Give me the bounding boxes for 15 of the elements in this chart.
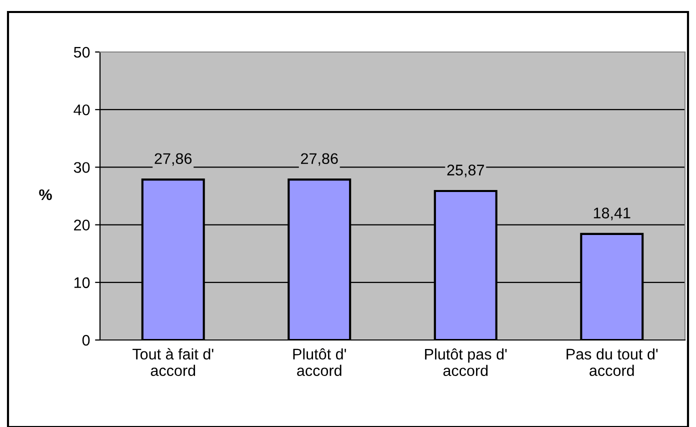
x-tick-label: Tout à fait d' accord [132,348,214,376]
y-axis-title: % [39,189,52,200]
y-tick-label: 30 [74,162,90,173]
x-tick-label: Pas du tout d' accord [566,348,658,376]
x-tick-label: Plutôt d' accord [293,348,346,376]
y-tick-label: 10 [74,277,90,288]
x-tick-label: Plutôt pas d' accord [425,348,507,376]
data-label: 18,41 [594,208,630,220]
y-tick-label: 20 [74,220,90,230]
data-label: 27,86 [154,153,192,166]
y-tick-label: 50 [74,46,90,58]
data-label: 25,87 [447,164,484,178]
y-tick-label: 40 [74,104,90,116]
y-tick-label: 0 [82,334,90,346]
data-label: 27,86 [301,153,338,166]
